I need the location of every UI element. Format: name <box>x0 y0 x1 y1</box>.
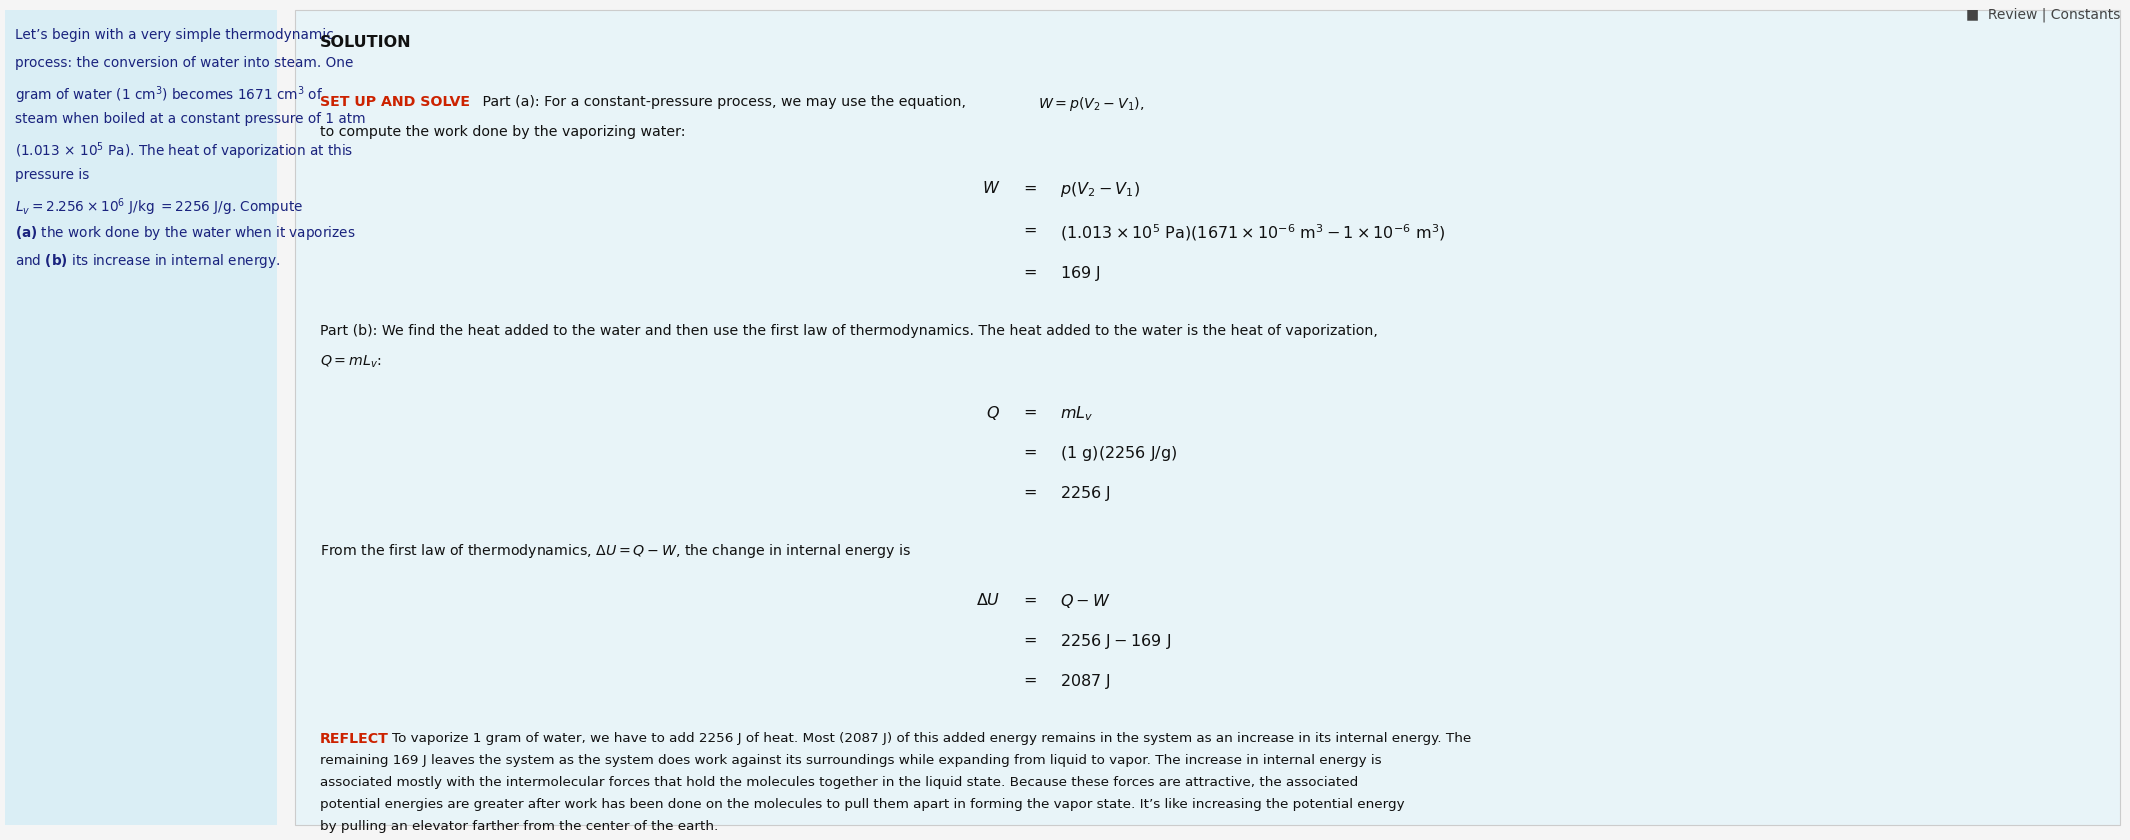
Text: $2256\ \mathrm{J}$: $2256\ \mathrm{J}$ <box>1061 484 1112 503</box>
Text: $W$: $W$ <box>982 180 999 196</box>
Text: Part (b): We find the heat added to the water and then use the first law of ther: Part (b): We find the heat added to the … <box>320 324 1378 338</box>
Text: steam when boiled at a constant pressure of 1 atm: steam when boiled at a constant pressure… <box>15 112 366 126</box>
Text: $=$: $=$ <box>1020 672 1037 687</box>
Text: $p(V_2 - V_1)$: $p(V_2 - V_1)$ <box>1061 180 1140 199</box>
Text: to compute the work done by the vaporizing water:: to compute the work done by the vaporizi… <box>320 125 686 139</box>
Text: $Q = mL_v$:: $Q = mL_v$: <box>320 354 381 370</box>
Text: $(1.013 \times 10^5\ \mathrm{Pa})(1671 \times 10^{-6}\ \mathrm{m}^3 - 1 \times 1: $(1.013 \times 10^5\ \mathrm{Pa})(1671 \… <box>1061 222 1446 243</box>
Text: REFLECT: REFLECT <box>320 732 390 746</box>
Text: Part (a): For a constant-pressure process, we may use the equation,: Part (a): For a constant-pressure proces… <box>477 95 967 109</box>
Text: associated mostly with the intermolecular forces that hold the molecules togethe: associated mostly with the intermolecula… <box>320 776 1359 789</box>
Text: $\mathbf{(a)}$ the work done by the water when it vaporizes: $\mathbf{(a)}$ the work done by the wate… <box>15 224 356 242</box>
Text: SOLUTION: SOLUTION <box>320 35 411 50</box>
Text: $=$: $=$ <box>1020 222 1037 237</box>
Text: $(1\ \mathrm{g})(2256\ \mathrm{J/g})$: $(1\ \mathrm{g})(2256\ \mathrm{J/g})$ <box>1061 444 1178 463</box>
Text: ■  Review | Constants: ■ Review | Constants <box>1966 8 2119 23</box>
Text: and $\mathbf{(b)}$ its increase in internal energy.: and $\mathbf{(b)}$ its increase in inter… <box>15 252 281 270</box>
Text: From the first law of thermodynamics, $\Delta U = Q - W$, the change in internal: From the first law of thermodynamics, $\… <box>320 542 912 560</box>
Text: $=$: $=$ <box>1020 444 1037 459</box>
Bar <box>4 10 277 825</box>
Text: $L_v = 2.256 \times 10^6$ J/kg $= 2256$ J/g. Compute: $L_v = 2.256 \times 10^6$ J/kg $= 2256$ … <box>15 196 302 218</box>
Text: gram of water (1 cm$^3$) becomes 1671 cm$^3$ of: gram of water (1 cm$^3$) becomes 1671 cm… <box>15 84 324 106</box>
Text: $=$: $=$ <box>1020 592 1037 607</box>
Text: $2256\ \mathrm{J} - 169\ \mathrm{J}$: $2256\ \mathrm{J} - 169\ \mathrm{J}$ <box>1061 632 1172 651</box>
Text: $W = p(V_2 - V_1)$,: $W = p(V_2 - V_1)$, <box>1037 95 1144 113</box>
Text: $=$: $=$ <box>1020 632 1037 647</box>
Text: $=$: $=$ <box>1020 264 1037 279</box>
Text: Let’s begin with a very simple thermodynamic: Let’s begin with a very simple thermodyn… <box>15 28 334 42</box>
Text: $=$: $=$ <box>1020 180 1037 195</box>
Text: process: the conversion of water into steam. One: process: the conversion of water into st… <box>15 56 354 70</box>
Text: by pulling an elevator farther from the center of the earth.: by pulling an elevator farther from the … <box>320 820 718 833</box>
Bar <box>294 10 2119 825</box>
Text: SET UP AND SOLVE: SET UP AND SOLVE <box>320 95 471 109</box>
Text: remaining 169 J leaves the system as the system does work against its surroundin: remaining 169 J leaves the system as the… <box>320 754 1382 767</box>
Text: pressure is: pressure is <box>15 168 89 182</box>
Text: $=$: $=$ <box>1020 484 1037 499</box>
Text: $Q$: $Q$ <box>986 404 999 422</box>
Text: $\Delta U$: $\Delta U$ <box>976 592 999 608</box>
Text: (1.013 $\times$ 10$^5$ Pa). The heat of vaporization at this: (1.013 $\times$ 10$^5$ Pa). The heat of … <box>15 140 354 161</box>
Text: $Q - W$: $Q - W$ <box>1061 592 1110 610</box>
Text: $169\ \mathrm{J}$: $169\ \mathrm{J}$ <box>1061 264 1101 283</box>
Text: $2087\ \mathrm{J}$: $2087\ \mathrm{J}$ <box>1061 672 1112 691</box>
Text: potential energies are greater after work has been done on the molecules to pull: potential energies are greater after wor… <box>320 798 1404 811</box>
Text: $mL_v$: $mL_v$ <box>1061 404 1093 423</box>
Text: $=$: $=$ <box>1020 404 1037 419</box>
Text: To vaporize 1 gram of water, we have to add 2256 J of heat. Most (2087 J) of thi: To vaporize 1 gram of water, we have to … <box>392 732 1472 745</box>
